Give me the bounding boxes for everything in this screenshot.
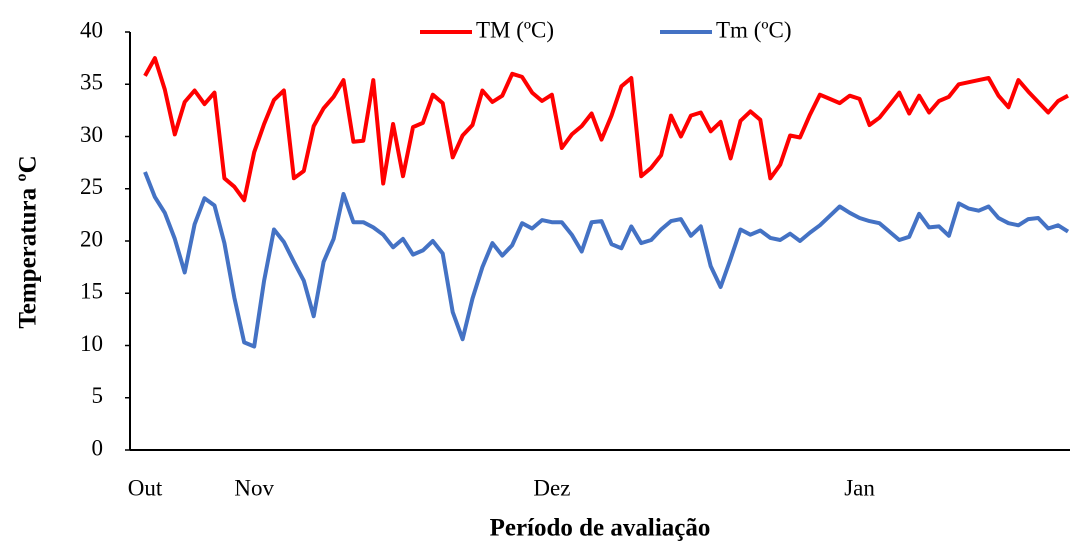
x-tick-label: Out [128,475,163,500]
legend-label: TM (ºC) [476,17,554,42]
y-axis-title: Temperatura ºC [15,155,42,328]
x-tick-label: Nov [234,475,274,500]
x-axis-title: Período de avaliação [490,515,711,542]
y-tick-label: 5 [92,383,104,408]
y-tick-label: 30 [80,122,103,147]
y-tick-label: 25 [80,174,103,199]
x-tick-label: Dez [533,475,570,500]
y-tick-label: 0 [92,435,104,460]
y-tick-label: 10 [80,331,103,356]
x-tick-label: Jan [844,475,875,500]
y-tick-label: 35 [80,70,103,95]
legend-label: Tm (ºC) [716,17,791,42]
y-tick-label: 40 [80,17,103,42]
line-series [143,56,1069,203]
line-series [143,171,1070,349]
y-tick-label: 15 [80,279,103,304]
y-tick-label: 20 [80,226,103,251]
